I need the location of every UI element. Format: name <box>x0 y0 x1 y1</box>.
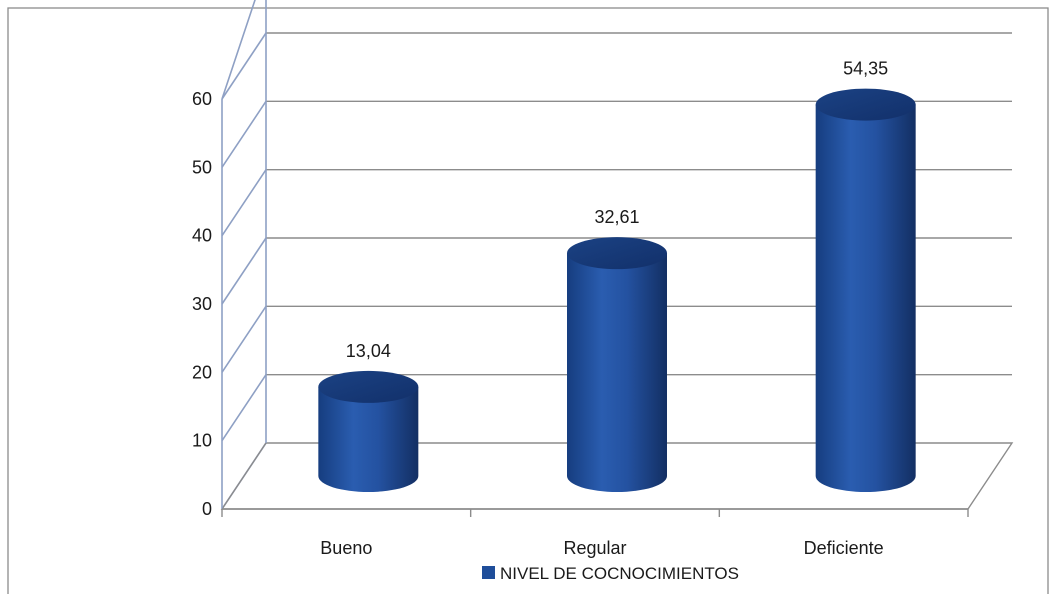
gridline-side <box>221 305 267 373</box>
bars-layer <box>318 88 916 492</box>
legend-label: NIVEL DE COCNOCIMIENTOS <box>500 564 739 583</box>
y-tick-label: 0 <box>202 499 212 519</box>
bar-body <box>567 253 667 492</box>
y-tick-label: 60 <box>192 89 212 109</box>
gridline-side <box>221 32 267 100</box>
bar <box>318 370 419 492</box>
data-label: 54,35 <box>843 59 888 79</box>
bar-top <box>567 237 667 270</box>
bar <box>567 237 667 492</box>
bar-top <box>815 88 916 121</box>
y-tick-label: 10 <box>192 431 212 451</box>
x-tick-label: Regular <box>563 538 626 558</box>
legend: NIVEL DE COCNOCIMIENTOS <box>482 564 739 583</box>
x-tick-label: Bueno <box>320 538 372 558</box>
data-label: 32,61 <box>594 207 639 227</box>
gridline-side <box>221 374 267 442</box>
y-tick-label: 50 <box>192 157 212 177</box>
y-tick-label: 30 <box>192 294 212 314</box>
gridline-side <box>221 100 267 168</box>
side-top-edge <box>221 0 256 100</box>
labels-layer: 13,04 Bueno 32,61 Regular 54,35 Deficiente <box>320 59 888 558</box>
bar-body <box>815 104 916 492</box>
data-label: 13,04 <box>346 341 391 361</box>
bar-top <box>318 370 419 403</box>
bar-body <box>318 386 419 492</box>
y-tick-label: 40 <box>192 226 212 246</box>
gridline-side <box>221 169 267 237</box>
x-tick-label: Deficiente <box>804 538 884 558</box>
bar <box>815 88 916 492</box>
legend-swatch <box>482 566 495 579</box>
gridline-side <box>221 237 267 305</box>
y-tick-label: 20 <box>192 362 212 382</box>
